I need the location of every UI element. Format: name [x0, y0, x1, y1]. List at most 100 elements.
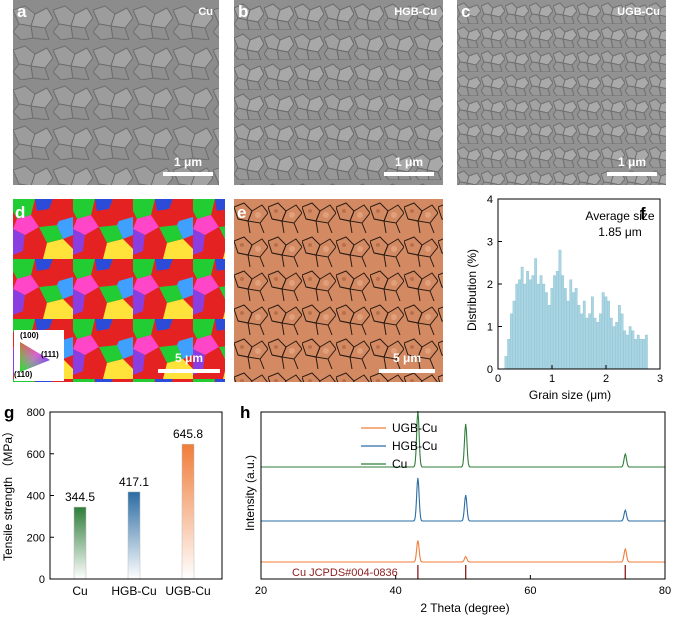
histogram-bar [569, 279, 573, 370]
histogram-bar [615, 322, 619, 370]
f-xtick-label: 3 [657, 373, 663, 385]
g-ytick-label: 800 [27, 407, 45, 419]
strength-bar [73, 506, 87, 580]
strength-category-label: Cu [72, 584, 87, 598]
scale-bar-e [379, 369, 435, 373]
panel-label-d: d [15, 203, 26, 222]
histogram-bar [639, 339, 643, 370]
histogram-bar [644, 334, 648, 370]
xrd-series-line [261, 410, 665, 468]
sem-image-ugb-cu [457, 0, 666, 185]
f-xtick-label: 1 [549, 373, 555, 385]
sample-tag-hgb-cu: HGB-Cu [394, 6, 437, 18]
histogram-bar [545, 292, 548, 370]
panel-d: d (100) (111) (110) 5 μm [13, 199, 225, 382]
panel-label-b: b [238, 2, 249, 21]
histogram-bar [528, 279, 532, 370]
sample-tag-cu: Cu [198, 6, 213, 18]
h-plot-frame [260, 411, 666, 580]
sem-texture [13, 0, 219, 185]
f-annotation-line1: Average size [585, 209, 654, 223]
histogram-bar [531, 275, 535, 370]
xrd-series-line [261, 477, 665, 522]
panel-label-h: h [240, 403, 250, 422]
panel-b: b HGB-Cu 1 μm [234, 0, 443, 185]
scale-bar-label-e: 5 μm [392, 351, 422, 365]
grain-boundary-map [234, 199, 443, 382]
histogram-bar [628, 326, 632, 370]
strength-value-label: 344.5 [65, 490, 95, 504]
g-ytick-label: 200 [27, 532, 45, 544]
histogram-bar [601, 292, 605, 370]
panel-label-a: a [17, 2, 27, 21]
histogram-bar [623, 330, 627, 370]
ipf-label-100: (100) [20, 331, 39, 340]
grain-size-histogram: f Average size 1.85 μm Grain size (μm) D… [465, 194, 663, 402]
histogram-bar [542, 283, 546, 370]
g-ytick-label: 600 [27, 449, 45, 461]
histogram-bar [617, 305, 621, 370]
histogram-bar [510, 313, 513, 370]
g-ytick-label: 400 [27, 491, 45, 503]
histogram-bar [582, 300, 586, 370]
h-reference-label: Cu JCPDS#004-0836 [292, 567, 398, 579]
f-xtick-label: 0 [495, 373, 501, 385]
g-ytick-label: 0 [39, 574, 45, 586]
histogram-bar [523, 283, 527, 370]
sem-image-cu [13, 0, 219, 185]
histogram-bar [539, 275, 543, 370]
panel-h: h Intensity (a.u.) 2 Theta (degree) Cu J… [236, 398, 675, 617]
sem-image-hgb-cu [234, 0, 443, 185]
histogram-bar [590, 296, 594, 370]
panel-e: e 5 μm [234, 199, 443, 382]
strength-category-label: UGB-Cu [165, 584, 210, 598]
sample-tag-ugb-cu: UGB-Cu [617, 6, 660, 18]
f-ytick-label: 3 [487, 237, 493, 249]
strength-value-label: 645.8 [173, 427, 203, 441]
histogram-bar [526, 271, 529, 370]
h-xlabel: 2 Theta (degree) [420, 601, 509, 615]
ipf-label-111: (111) [41, 350, 59, 359]
histogram-bar [626, 334, 629, 370]
f-ytick-label: 4 [487, 194, 493, 206]
h-xtick-label: 40 [390, 585, 402, 597]
h-ylabel: Intensity (a.u.) [243, 455, 257, 531]
histogram-bar [636, 334, 640, 370]
histogram-bar [596, 322, 600, 370]
histogram-bar [574, 288, 578, 370]
xrd-pattern-chart: h Intensity (a.u.) 2 Theta (degree) Cu J… [240, 403, 671, 615]
strength-bar [127, 491, 141, 580]
scale-bar-c [607, 172, 657, 176]
histogram-bar [558, 249, 562, 370]
histogram-bar [593, 317, 597, 370]
histogram-bar [585, 317, 589, 370]
legend-label: HGB-Cu [392, 439, 437, 453]
scale-bar-b [384, 172, 434, 176]
ipf-triangle-icon [20, 342, 50, 372]
sem-texture [457, 0, 666, 185]
panel-label-g: g [4, 403, 14, 422]
histogram-bar [642, 339, 646, 370]
ipf-legend: (100) (111) (110) [14, 330, 64, 381]
strength-bar [181, 443, 195, 580]
histogram-bar [512, 300, 516, 370]
tensile-strength-chart: g Tensile strength （MPa） 344.5 Cu 417.1 HGB… [1, 403, 223, 598]
histogram-bar [577, 305, 581, 370]
f-ytick-label: 0 [487, 364, 493, 376]
histogram-bar [604, 296, 608, 370]
histogram-bar [520, 266, 524, 370]
histogram-bar [537, 283, 540, 370]
histogram-bar [607, 300, 610, 370]
histogram-bar [609, 317, 613, 370]
sem-texture [234, 0, 443, 185]
f-xlabel: Grain size (μm) [529, 388, 611, 402]
f-annotation-line2: 1.85 μm [598, 225, 642, 239]
xrd-series-line [261, 540, 665, 563]
panel-f: f Average size 1.85 μm Grain size (μm) D… [452, 192, 675, 402]
f-ylabel: Distribution (%) [465, 249, 479, 331]
panel-g: g Tensile strength （MPa） 344.5 Cu 417.1 HGB… [0, 398, 232, 617]
panel-a: a Cu 1 μm [13, 0, 219, 185]
histogram-bar [507, 339, 511, 370]
scale-bar-d [158, 369, 220, 373]
histogram-bar [572, 292, 575, 370]
